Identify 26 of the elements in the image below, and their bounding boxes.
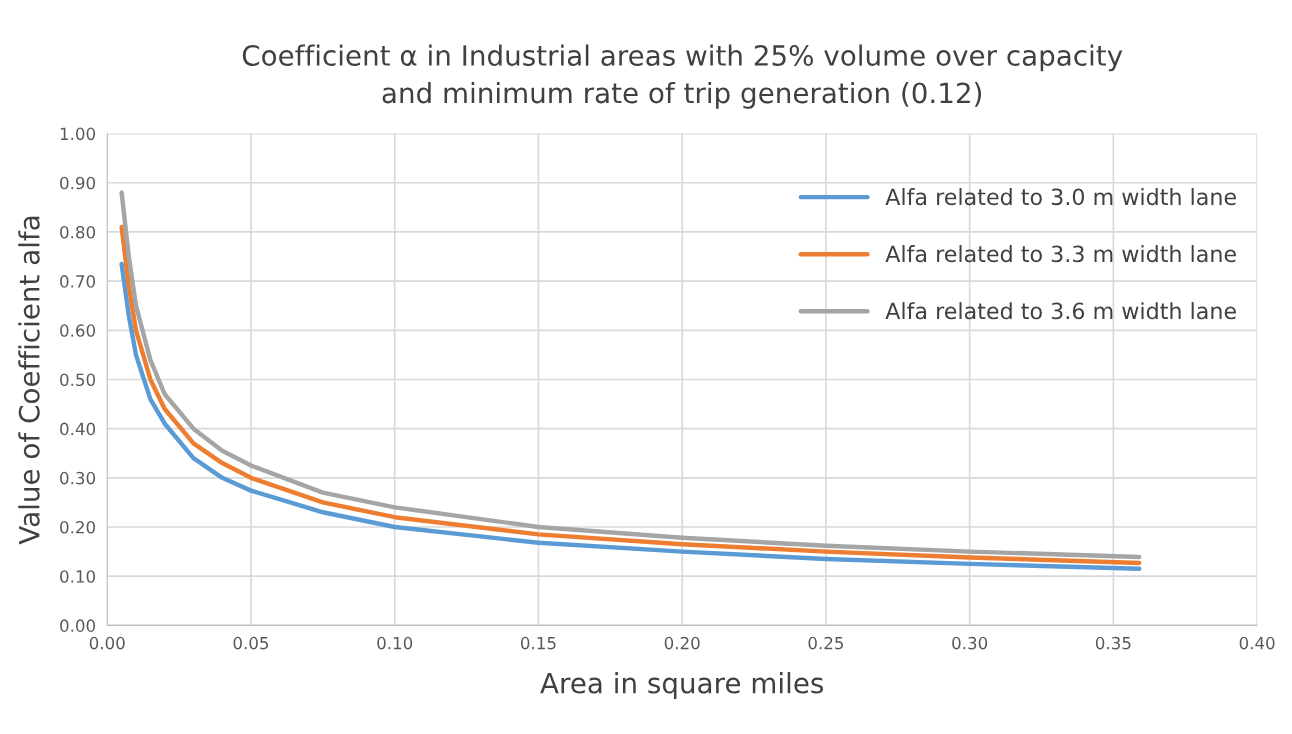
x-tick-label: 0.20: [664, 636, 700, 650]
x-tick-label: 0.25: [808, 636, 844, 650]
legend-label: Alfa related to 3.6 m width lane: [885, 302, 1236, 320]
x-tick-label: 0.30: [952, 636, 988, 650]
y-tick-label: 1.00: [60, 127, 96, 141]
legend-label: Alfa related to 3.3 m width lane: [885, 245, 1236, 263]
y-tick-label: 0.70: [60, 275, 96, 288]
x-tick-label: 0.15: [520, 636, 556, 650]
x-tick-label: 0.05: [233, 636, 269, 650]
y-tick-label: 0.60: [60, 324, 96, 337]
x-tick-label: 0.10: [377, 636, 413, 650]
chart-title: Coefficient α in Industrial areas with 25% volume over capacity and minimum rate of trip generation (0.12): [242, 44, 1123, 109]
y-tick-label: 0.90: [60, 176, 96, 190]
y-tick-label: 0.00: [60, 619, 96, 632]
y-tick-label: 0.40: [60, 422, 96, 436]
x-tick-label: 0.35: [1095, 636, 1131, 650]
y-tick-label: 0.10: [60, 570, 96, 583]
y-tick-label: 0.80: [60, 225, 96, 239]
x-tick-label: 0.00: [89, 636, 125, 650]
y-tick-label: 0.20: [60, 520, 96, 534]
x-tick-label: 0.40: [1239, 636, 1275, 650]
y-tick-label: 0.50: [60, 373, 96, 387]
y-tick-label: 0.30: [60, 471, 96, 485]
legend-label: Alfa related to 3.0 m width lane: [885, 188, 1236, 206]
y-axis-title: Value of Coefficient alfa: [18, 216, 40, 545]
x-axis-title: Area in square miles: [540, 672, 824, 699]
